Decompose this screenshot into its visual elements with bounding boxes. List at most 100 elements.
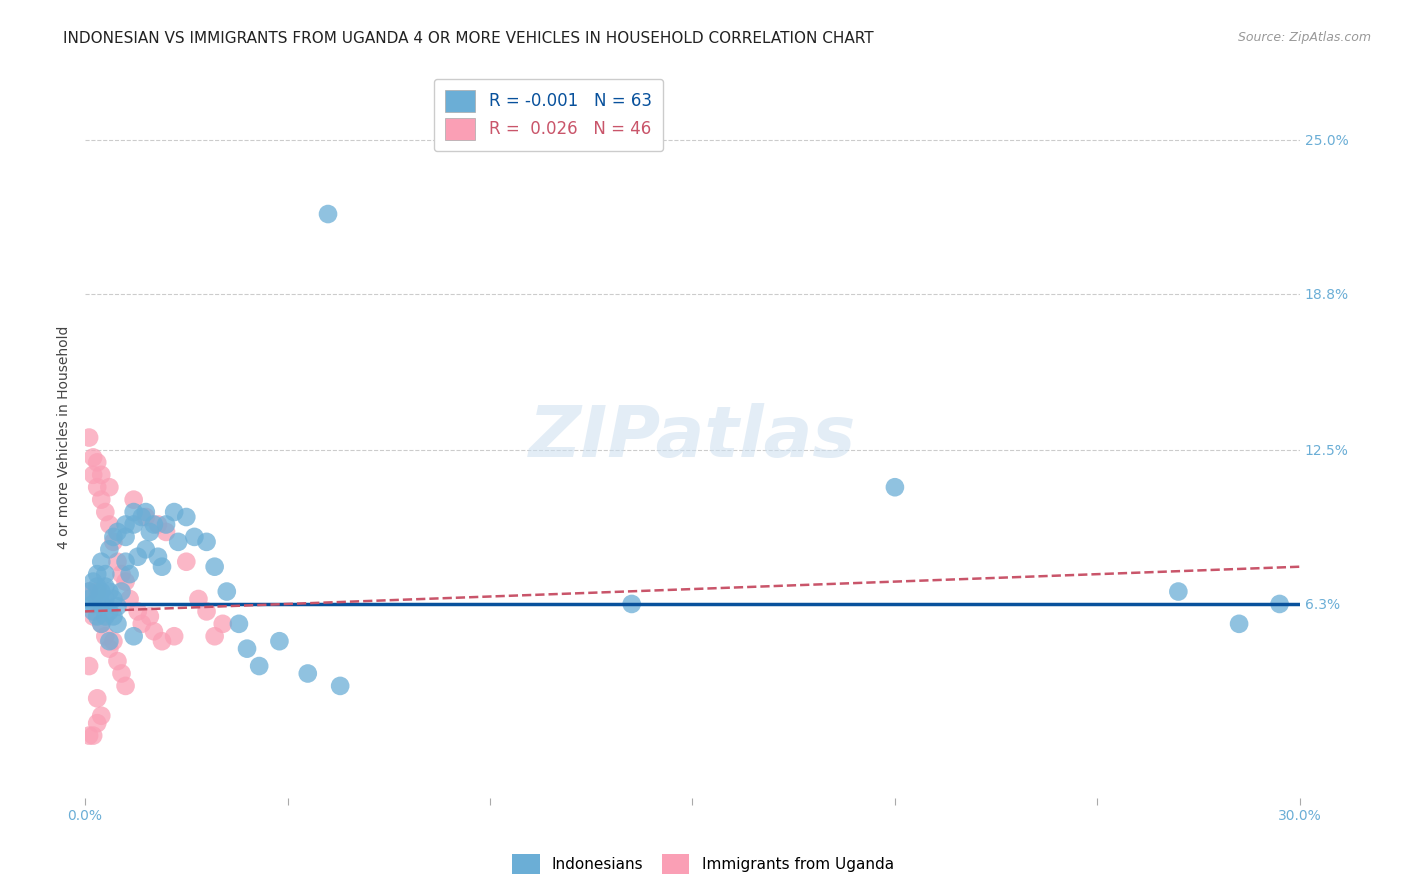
Point bbox=[103, 534, 125, 549]
Point bbox=[98, 584, 121, 599]
Text: Source: ZipAtlas.com: Source: ZipAtlas.com bbox=[1237, 31, 1371, 45]
Point bbox=[82, 450, 104, 465]
Point bbox=[269, 634, 291, 648]
Point bbox=[82, 467, 104, 482]
Point bbox=[883, 480, 905, 494]
Point bbox=[155, 524, 177, 539]
Legend: R = -0.001   N = 63, R =  0.026   N = 46: R = -0.001 N = 63, R = 0.026 N = 46 bbox=[433, 78, 664, 152]
Point bbox=[90, 597, 112, 611]
Point bbox=[1227, 616, 1250, 631]
Point bbox=[163, 629, 186, 643]
Point bbox=[142, 517, 165, 532]
Point bbox=[167, 534, 190, 549]
Point bbox=[90, 708, 112, 723]
Point bbox=[195, 534, 218, 549]
Point bbox=[94, 580, 117, 594]
Point bbox=[228, 616, 250, 631]
Point bbox=[187, 592, 209, 607]
Point bbox=[114, 517, 136, 532]
Point bbox=[86, 455, 108, 469]
Point bbox=[139, 609, 162, 624]
Point bbox=[103, 592, 125, 607]
Point bbox=[122, 492, 145, 507]
Point bbox=[82, 609, 104, 624]
Point bbox=[107, 654, 129, 668]
Point bbox=[98, 517, 121, 532]
Point bbox=[114, 574, 136, 589]
Text: INDONESIAN VS IMMIGRANTS FROM UGANDA 4 OR MORE VEHICLES IN HOUSEHOLD CORRELATION: INDONESIAN VS IMMIGRANTS FROM UGANDA 4 O… bbox=[63, 31, 875, 46]
Point bbox=[82, 729, 104, 743]
Point bbox=[155, 517, 177, 532]
Point bbox=[215, 584, 238, 599]
Point bbox=[110, 584, 132, 599]
Point bbox=[90, 555, 112, 569]
Point bbox=[176, 555, 198, 569]
Point bbox=[77, 584, 100, 599]
Point bbox=[163, 505, 186, 519]
Point bbox=[1268, 597, 1291, 611]
Point bbox=[122, 629, 145, 643]
Point bbox=[98, 634, 121, 648]
Point bbox=[114, 530, 136, 544]
Point bbox=[114, 555, 136, 569]
Point bbox=[77, 659, 100, 673]
Point bbox=[211, 616, 233, 631]
Point bbox=[620, 597, 643, 611]
Point bbox=[139, 524, 162, 539]
Y-axis label: 4 or more Vehicles in Household: 4 or more Vehicles in Household bbox=[58, 326, 72, 549]
Point bbox=[98, 542, 121, 557]
Point bbox=[98, 480, 121, 494]
Point bbox=[94, 567, 117, 582]
Point bbox=[90, 616, 112, 631]
Point bbox=[114, 679, 136, 693]
Point bbox=[90, 492, 112, 507]
Point bbox=[86, 584, 108, 599]
Point bbox=[107, 599, 129, 614]
Point bbox=[110, 567, 132, 582]
Point bbox=[150, 559, 173, 574]
Point bbox=[316, 207, 339, 221]
Point bbox=[103, 609, 125, 624]
Point bbox=[103, 634, 125, 648]
Point bbox=[135, 505, 157, 519]
Point bbox=[77, 729, 100, 743]
Point bbox=[131, 616, 153, 631]
Point bbox=[204, 629, 226, 643]
Point bbox=[86, 592, 108, 607]
Point bbox=[86, 609, 108, 624]
Point bbox=[94, 505, 117, 519]
Point bbox=[77, 431, 100, 445]
Point bbox=[1167, 584, 1189, 599]
Point bbox=[110, 666, 132, 681]
Point bbox=[146, 549, 169, 564]
Point bbox=[122, 517, 145, 532]
Point bbox=[86, 567, 108, 582]
Point bbox=[90, 467, 112, 482]
Point bbox=[86, 716, 108, 731]
Point bbox=[329, 679, 352, 693]
Point bbox=[103, 530, 125, 544]
Point bbox=[77, 584, 100, 599]
Point bbox=[127, 549, 149, 564]
Point bbox=[82, 604, 104, 618]
Legend: Indonesians, Immigrants from Uganda: Indonesians, Immigrants from Uganda bbox=[506, 848, 900, 880]
Point bbox=[122, 505, 145, 519]
Point bbox=[195, 604, 218, 618]
Point bbox=[94, 629, 117, 643]
Point bbox=[247, 659, 270, 673]
Point bbox=[86, 580, 108, 594]
Point bbox=[98, 641, 121, 656]
Point bbox=[107, 555, 129, 569]
Point bbox=[94, 592, 117, 607]
Point bbox=[146, 517, 169, 532]
Point bbox=[98, 604, 121, 618]
Point bbox=[90, 584, 112, 599]
Point bbox=[77, 592, 100, 607]
Point bbox=[142, 624, 165, 639]
Point bbox=[135, 542, 157, 557]
Point bbox=[94, 609, 117, 624]
Point bbox=[127, 604, 149, 618]
Point bbox=[176, 510, 198, 524]
Point bbox=[183, 530, 205, 544]
Point bbox=[131, 510, 153, 524]
